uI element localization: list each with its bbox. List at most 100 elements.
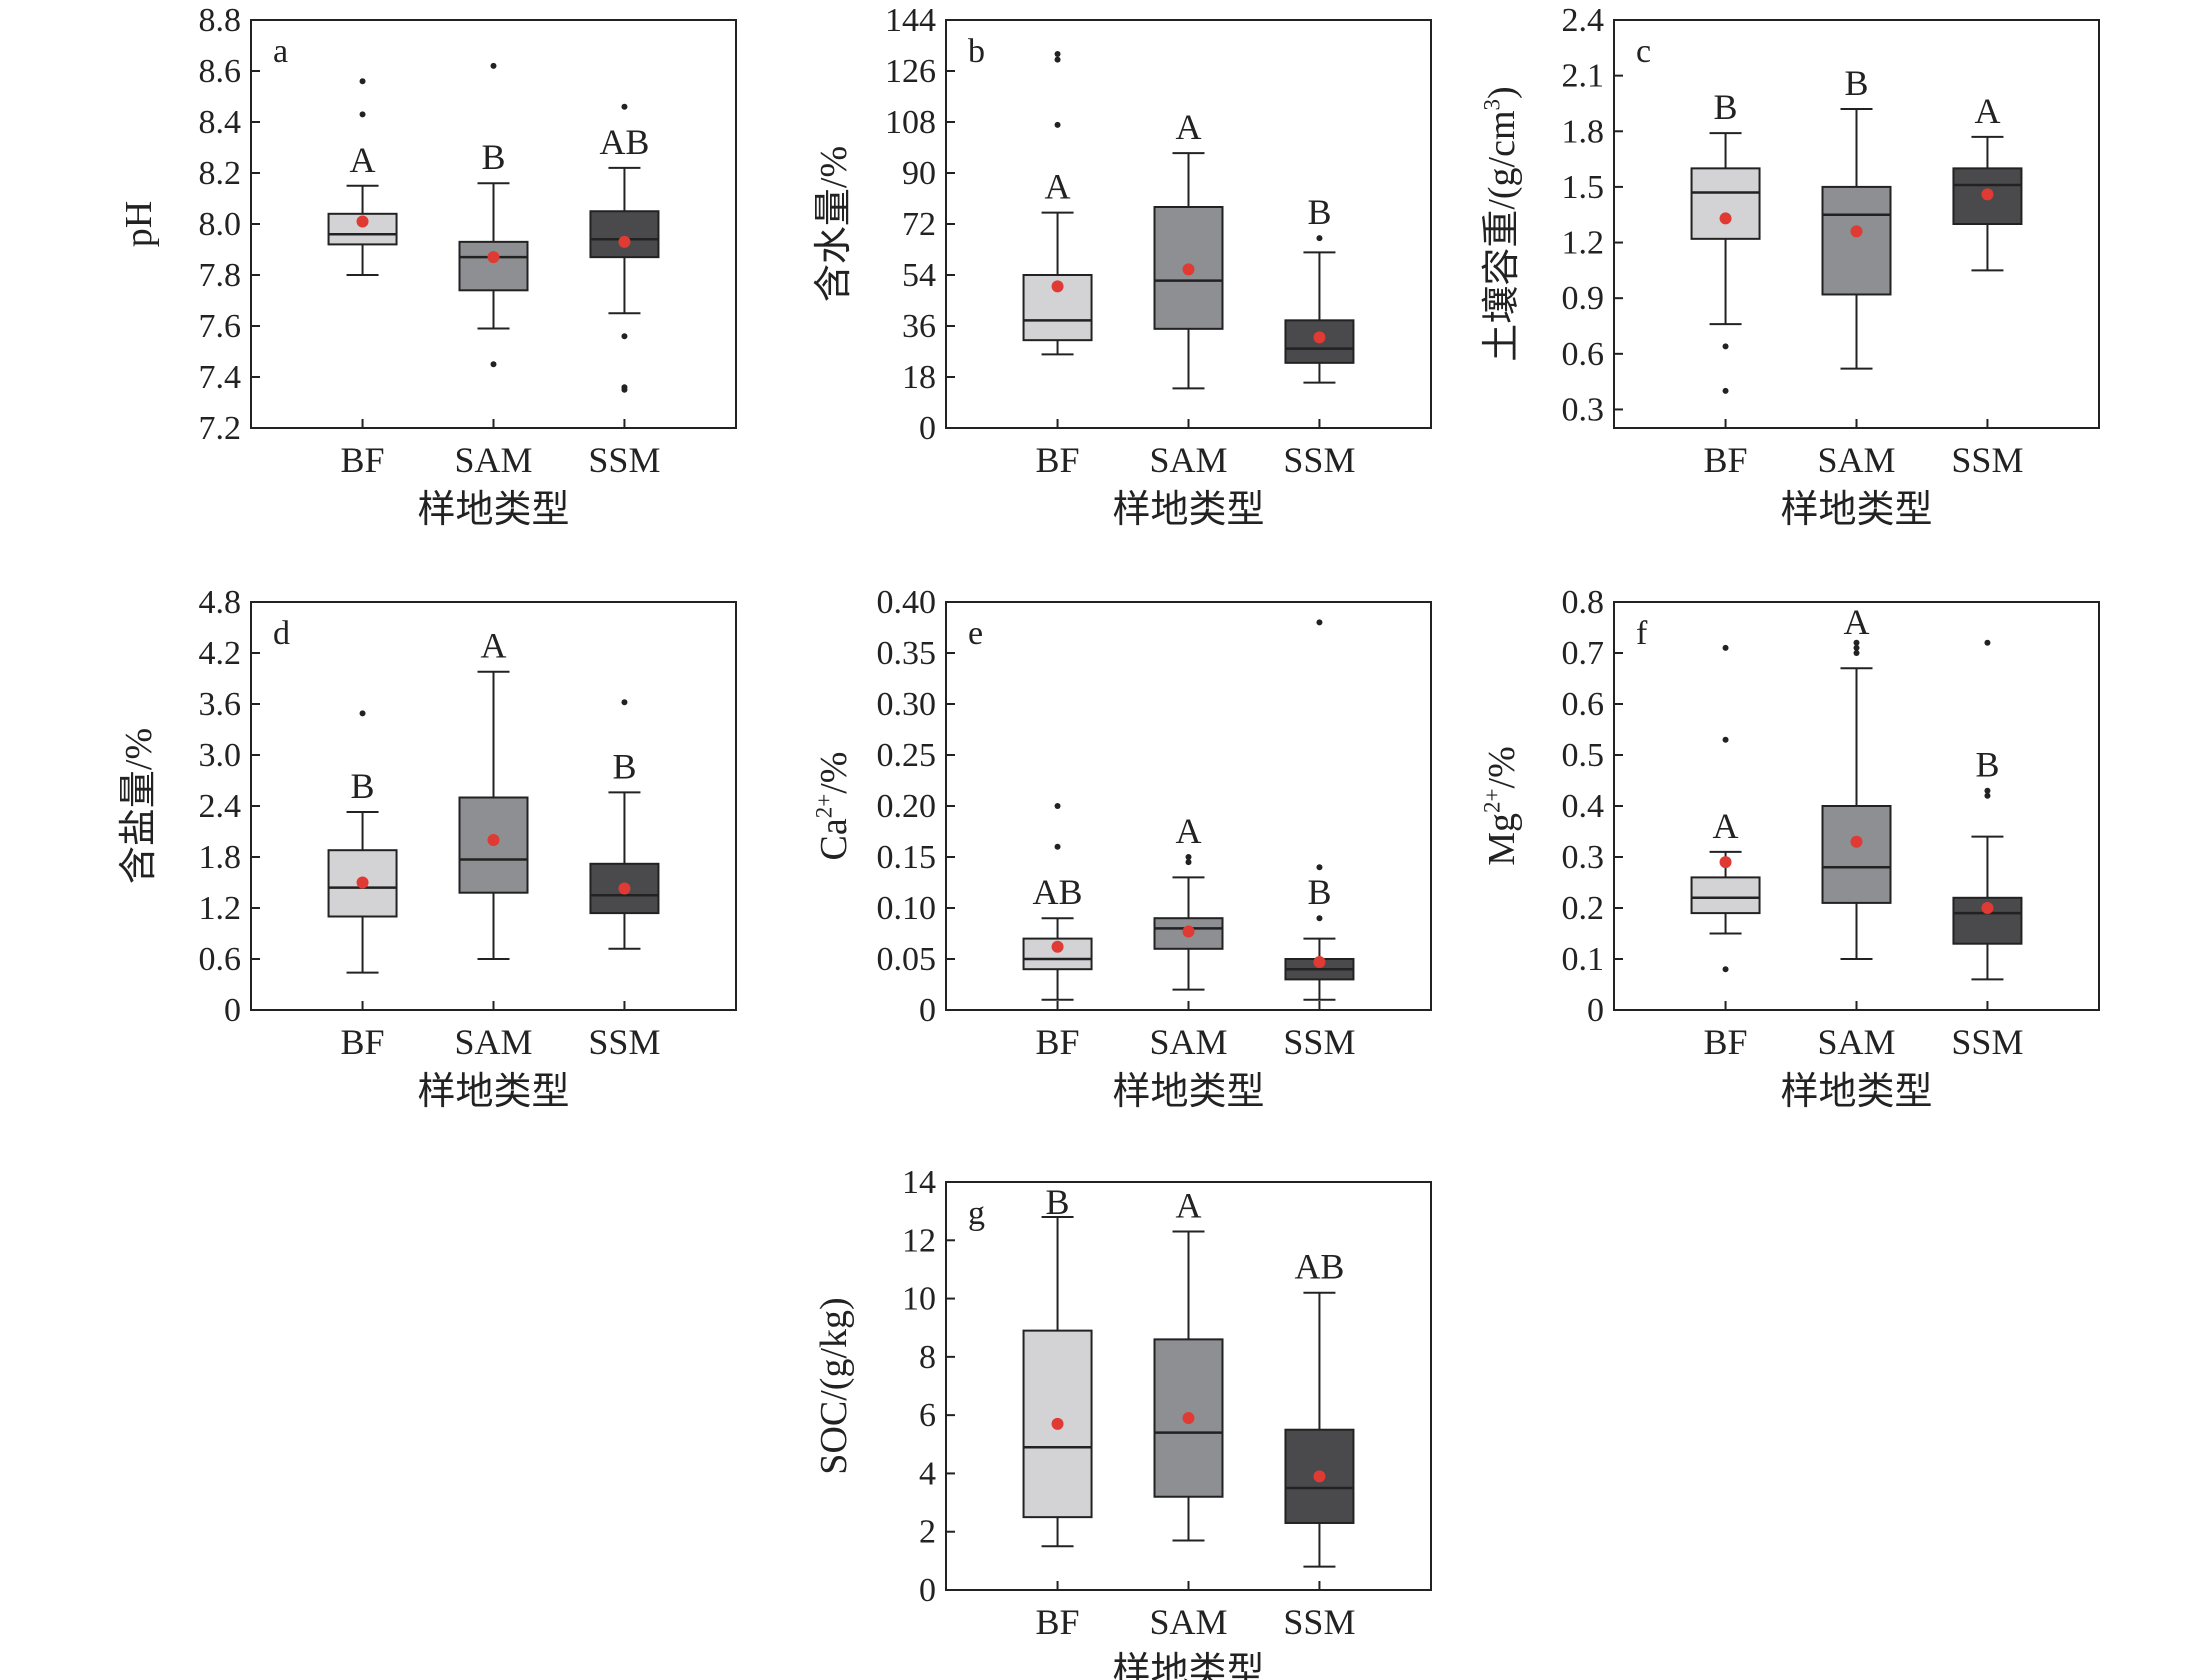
box-bf: A (1690, 644, 1761, 973)
y-tick-label: 0.4 (1562, 788, 1605, 825)
y-tick-label: 0.20 (877, 788, 937, 825)
box-ssm: AB (589, 103, 660, 393)
significance-label: AB (599, 122, 649, 162)
y-tick-label: 1.8 (199, 839, 242, 876)
box-ssm: B (1284, 192, 1355, 384)
y-tick-label: 1.2 (1562, 225, 1605, 262)
mean-point (1051, 1417, 1064, 1430)
box-ssm: AB (1284, 1247, 1355, 1568)
significance-label: A (1176, 107, 1202, 147)
outlier-point (1054, 56, 1061, 63)
outlier-point (1984, 787, 1991, 794)
iqr-box (327, 849, 398, 918)
x-tick-label-bf: BF (1704, 1022, 1748, 1062)
panel-f: 0 0.1 0.2 0.3 0.4 0.5 0.6 0.7 0.8 BF SAM SSM 样地类型 Mg2… (1480, 584, 2100, 1113)
y-tick-label: 0.6 (1562, 336, 1605, 373)
outlier-point (1054, 51, 1061, 57)
box-sam: B (458, 62, 529, 368)
y-tick-label: 8.2 (199, 155, 242, 192)
y-tick-label: 1.2 (199, 890, 242, 927)
y-tick-label: 0.6 (199, 941, 242, 978)
y-tick-label: 72 (902, 206, 936, 243)
panel-letter: d (273, 615, 290, 652)
mean-point (1850, 835, 1863, 848)
mean-point (618, 235, 631, 248)
box-sam: B (1821, 63, 1892, 370)
mean-point (487, 251, 500, 264)
y-tick-label: 0.3 (1562, 839, 1605, 876)
x-tick-label-ssm: SSM (1283, 1022, 1355, 1062)
mean-point (1313, 956, 1326, 969)
y-tick-label: 0.8 (1562, 584, 1605, 621)
outlier-point (490, 62, 497, 69)
y-tick-label: 0 (1587, 992, 1604, 1029)
y-axis-label: 含盐量/% (118, 728, 160, 884)
x-axis-label: 样地类型 (417, 1071, 569, 1113)
outlier-point (490, 361, 497, 368)
panel-letter: a (273, 33, 288, 70)
x-tick-label-bf: BF (1036, 440, 1080, 480)
y-tick-label: 8.0 (199, 206, 242, 243)
y-tick-label: 7.8 (199, 257, 242, 294)
y-tick-label: 7.2 (199, 410, 242, 447)
y-tick-label: 12 (902, 1222, 936, 1259)
mean-point (1182, 925, 1195, 938)
y-tick-label: 6 (919, 1397, 936, 1434)
y-tick-label: 8.4 (199, 104, 242, 141)
panel-b: 0 18 36 54 72 90 108 126 144 BF SAM SSM 样地类型 含水量/% b A A… (813, 2, 1432, 531)
y-tick-label: 0 (919, 1572, 936, 1609)
box-bf: A (327, 78, 398, 276)
x-tick-label-sam: SAM (1149, 1602, 1227, 1642)
outlier-point (1054, 843, 1061, 850)
mean-point (1719, 856, 1732, 869)
x-axis-label: 样地类型 (1112, 1071, 1264, 1113)
box-bf: AB (1022, 803, 1093, 1001)
significance-label: A (1176, 1186, 1202, 1226)
box-sam: A (1821, 602, 1892, 960)
y-tick-label: 3.6 (199, 686, 242, 723)
outlier-point (1185, 854, 1192, 860)
x-tick-label-bf: BF (341, 440, 385, 480)
box-ssm: B (589, 699, 660, 950)
box-bf: B (1690, 87, 1761, 394)
y-tick-label: 0.7 (1562, 635, 1605, 672)
y-tick-label: 0.15 (877, 839, 937, 876)
outlier-point (1853, 644, 1860, 651)
mean-point (1182, 263, 1195, 276)
outlier-point (621, 333, 628, 340)
x-tick-label-ssm: SSM (1951, 440, 2023, 480)
y-tick-label: 10 (902, 1281, 936, 1318)
y-tick-label: 4.2 (199, 635, 242, 672)
box-sam: A (1153, 107, 1224, 390)
outlier-point (1722, 966, 1729, 973)
outlier-point (359, 710, 366, 717)
iqr-box (1821, 805, 1892, 904)
outlier-point (1984, 792, 1991, 799)
outlier-point (621, 386, 628, 393)
y-axis-label: 土壤容重/(g/cm3​) (1480, 86, 1523, 361)
significance-label: A (1045, 167, 1071, 207)
x-tick-label-sam: SAM (1817, 440, 1895, 480)
significance-label: B (1307, 192, 1331, 232)
significance-label: B (351, 766, 375, 806)
x-tick-label-bf: BF (341, 1022, 385, 1062)
significance-label: B (612, 746, 636, 786)
significance-label: AB (1294, 1247, 1344, 1287)
significance-label: B (1046, 1182, 1070, 1222)
mean-point (618, 882, 631, 895)
outlier-point (1316, 235, 1323, 242)
box-ssm: B (1284, 619, 1355, 1001)
y-tick-label: 7.4 (199, 359, 242, 396)
outlier-point (1054, 803, 1061, 809)
outlier-point (621, 103, 628, 110)
box-bf: B (327, 710, 398, 974)
y-tick-label: 0.1 (1562, 941, 1605, 978)
panel-letter: g (968, 1195, 985, 1232)
y-tick-label: 0.2 (1562, 890, 1605, 927)
y-tick-label: 0.30 (877, 686, 937, 723)
significance-label: A (481, 626, 507, 666)
y-axis-label: Ca2+​/% (812, 752, 855, 861)
mean-point (1850, 225, 1863, 238)
y-axis-label: SOC/(g/kg) (813, 1297, 855, 1474)
